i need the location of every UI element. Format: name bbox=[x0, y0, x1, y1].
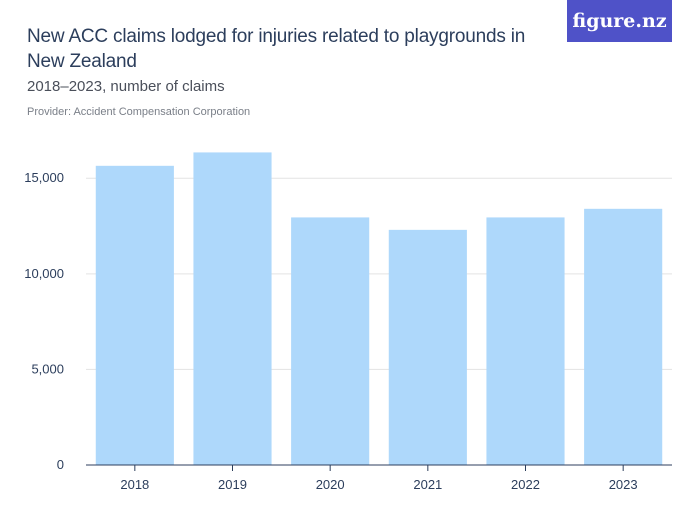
chart-title: New ACC claims lodged for injuries relat… bbox=[27, 26, 526, 72]
axis-layer: 0 5,000 10,000 15,000 2018 2019 2020 2021 2022 20… bbox=[24, 170, 672, 492]
x-tick-label: 2020 bbox=[316, 477, 345, 492]
bar-2019 bbox=[193, 152, 272, 466]
bar-2020 bbox=[291, 217, 370, 465]
y-tick-label: 15,000 bbox=[24, 170, 64, 185]
figure-nz-logo[interactable]: figure.nz bbox=[567, 0, 672, 42]
bar-2022 bbox=[486, 217, 565, 465]
x-tick-label: 2019 bbox=[218, 477, 247, 492]
bar-2023 bbox=[584, 208, 663, 465]
y-tick-label: 10,000 bbox=[24, 266, 64, 281]
x-tick-label: 2022 bbox=[511, 477, 540, 492]
y-tick-label: 5,000 bbox=[31, 361, 64, 376]
y-tick-label: 0 bbox=[57, 457, 64, 472]
chart-subtitle: 2018–2023, number of claims bbox=[27, 78, 225, 95]
x-tick-label: 2023 bbox=[609, 477, 638, 492]
x-tick-label: 2018 bbox=[120, 477, 149, 492]
grid-layer bbox=[86, 177, 672, 370]
x-tick-label: 2021 bbox=[413, 477, 442, 492]
bar-2021 bbox=[388, 229, 467, 465]
bar-layer bbox=[95, 152, 663, 466]
bar-2018 bbox=[95, 165, 174, 465]
provider-note: Provider: Accident Compensation Corporat… bbox=[27, 106, 251, 118]
